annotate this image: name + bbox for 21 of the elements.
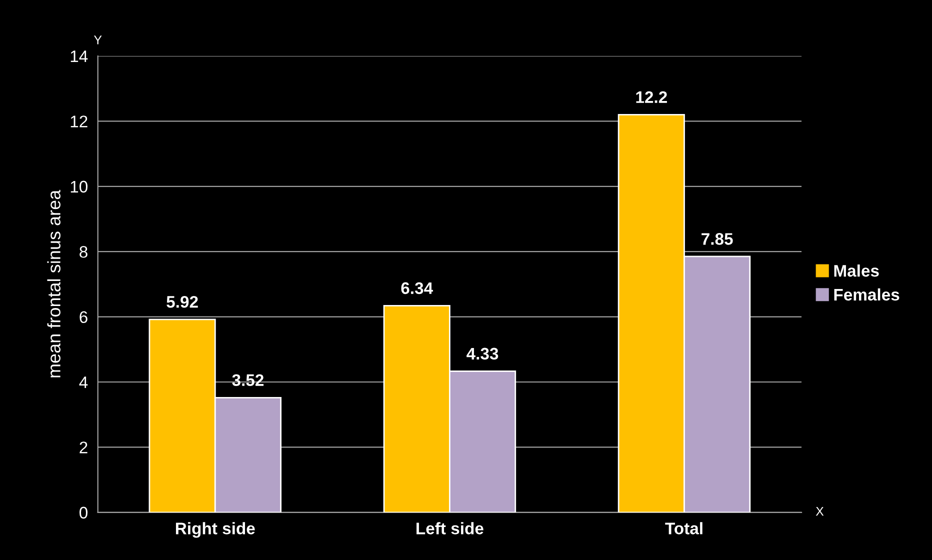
y-axis-title: mean frontal sinus area xyxy=(47,190,60,378)
y-tick-label: 0 xyxy=(80,506,88,519)
text: X xyxy=(816,507,824,516)
x-tick-label: Right side xyxy=(176,522,255,538)
y-tick-label: 8 xyxy=(80,246,88,258)
data-label: 12.2 xyxy=(636,91,667,103)
x-tick-label: Left side xyxy=(416,522,484,534)
text: Y xyxy=(94,36,102,44)
y-tick-label: 6 xyxy=(80,311,88,324)
x-tick-label: Total xyxy=(665,522,702,534)
data-label: 4.33 xyxy=(466,348,498,360)
legend-label: Males xyxy=(834,264,879,277)
y-tick-label: 2 xyxy=(80,442,88,454)
y-tick-label: 14 xyxy=(70,50,88,62)
y-tick-label: 4 xyxy=(79,376,88,388)
data-label: 7.85 xyxy=(702,233,733,245)
data-label: 6.34 xyxy=(401,282,433,294)
y-tick-label: 12 xyxy=(70,116,88,128)
data-label: 5.92 xyxy=(166,296,198,308)
legend-label: Females xyxy=(834,288,900,301)
y-tick-label: 10 xyxy=(70,180,88,193)
